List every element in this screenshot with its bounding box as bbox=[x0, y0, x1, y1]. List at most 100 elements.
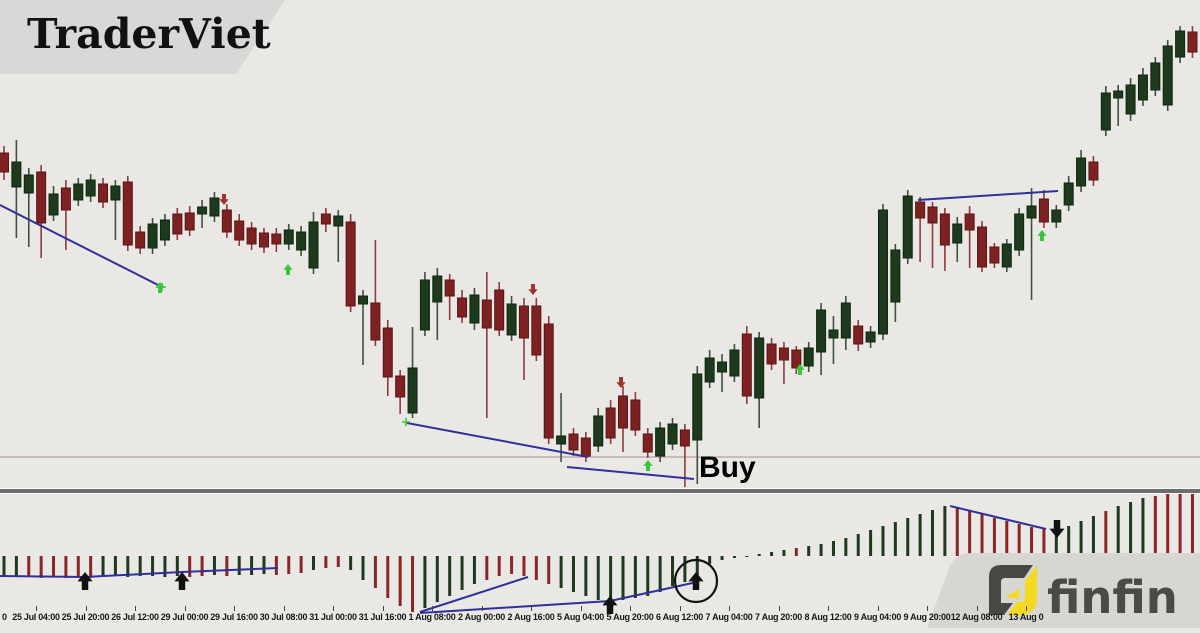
candle-body bbox=[877, 209, 888, 335]
black-up-arrow bbox=[174, 572, 190, 590]
oscillator-trendline bbox=[419, 576, 529, 613]
oscillator-bar bbox=[534, 556, 538, 580]
candle-body bbox=[36, 171, 47, 224]
oscillator-bar bbox=[237, 556, 241, 575]
candle-body bbox=[853, 325, 864, 345]
lime-cross-marker bbox=[158, 283, 166, 291]
oscillator-bar bbox=[571, 556, 575, 592]
oscillator-bar bbox=[906, 518, 910, 556]
candle-body bbox=[147, 223, 158, 249]
candle-body bbox=[766, 343, 777, 365]
oscillator-bar bbox=[312, 556, 315, 570]
candle-body bbox=[469, 294, 480, 324]
lime-up-arrow bbox=[1037, 230, 1047, 241]
candle-body bbox=[1026, 205, 1037, 219]
oscillator-bar bbox=[1166, 494, 1170, 556]
candle-body bbox=[283, 229, 294, 245]
oscillator-trendline bbox=[949, 505, 1047, 530]
candle-body bbox=[1088, 161, 1099, 181]
traderviet-ribbon bbox=[0, 0, 285, 74]
oscillator-bar bbox=[1079, 521, 1083, 556]
oscillator-bar bbox=[1091, 516, 1095, 556]
oscillator-bar bbox=[460, 556, 464, 590]
oscillator-bar bbox=[522, 556, 526, 576]
candle-body bbox=[197, 206, 208, 215]
candle-body bbox=[1175, 30, 1186, 58]
oscillator-bar bbox=[14, 556, 18, 576]
oscillator-bar bbox=[695, 556, 699, 578]
candle-body bbox=[915, 201, 926, 219]
oscillator-bar bbox=[113, 556, 117, 576]
chart-trendline bbox=[406, 422, 589, 458]
oscillator-bar bbox=[1054, 530, 1058, 556]
oscillator-bar bbox=[1141, 498, 1145, 556]
candle-body bbox=[320, 213, 331, 225]
candle-body bbox=[122, 181, 133, 246]
red-down-arrow bbox=[616, 377, 626, 388]
candle-body bbox=[531, 305, 542, 356]
candle-body bbox=[791, 349, 802, 369]
oscillator-bar bbox=[2, 556, 6, 576]
candle-body bbox=[593, 415, 604, 447]
oscillator-bar bbox=[745, 556, 749, 557]
candle-body bbox=[135, 231, 146, 249]
oscillator-bar bbox=[373, 556, 377, 588]
lime-up-arrow bbox=[795, 364, 805, 375]
candle-body bbox=[580, 437, 591, 457]
lime-up-arrow bbox=[643, 460, 653, 471]
finfin-watermark-panel: finfin bbox=[925, 553, 1200, 628]
chart-trendline bbox=[0, 204, 163, 288]
oscillator-bar bbox=[1017, 524, 1021, 556]
oscillator-bar bbox=[274, 556, 278, 575]
oscillator-bar bbox=[980, 514, 984, 556]
red-down-arrow bbox=[219, 194, 229, 205]
candle-body bbox=[741, 333, 752, 397]
oscillator-bar bbox=[126, 556, 130, 577]
oscillator-bar bbox=[1116, 506, 1120, 556]
buy-annotation-label: Buy bbox=[699, 451, 756, 484]
candle-body bbox=[952, 223, 963, 244]
candle-body bbox=[754, 337, 765, 399]
oscillator-bar bbox=[992, 518, 996, 556]
lime-cross-marker bbox=[402, 418, 410, 426]
entry-circle bbox=[673, 558, 719, 604]
candle-body bbox=[692, 373, 703, 441]
oscillator-bar bbox=[1067, 526, 1071, 556]
candle-body bbox=[840, 302, 851, 339]
candle-body bbox=[518, 305, 529, 339]
candle-body bbox=[902, 195, 913, 259]
candle-body bbox=[1137, 74, 1148, 101]
oscillator-bar bbox=[658, 556, 662, 592]
oscillator-trendline bbox=[0, 567, 279, 579]
candle-body bbox=[258, 232, 269, 248]
black-up-arrow bbox=[77, 572, 93, 590]
oscillator-bar bbox=[547, 556, 551, 584]
candle-body bbox=[927, 206, 938, 224]
candle-body bbox=[1162, 45, 1173, 106]
chart-trendline bbox=[566, 466, 695, 480]
oscillator-bar bbox=[1129, 502, 1133, 556]
candle-body bbox=[543, 323, 554, 439]
oscillator-bar bbox=[163, 556, 167, 577]
candle-body bbox=[432, 275, 443, 303]
oscillator-bar bbox=[1153, 496, 1157, 556]
candle-body bbox=[679, 429, 690, 447]
candle-body bbox=[890, 249, 901, 303]
oscillator-bar bbox=[423, 556, 427, 608]
candle-body bbox=[23, 174, 34, 194]
finfin-mark-dark-shape bbox=[989, 565, 1033, 615]
oscillator-bar bbox=[287, 556, 291, 574]
candle-body bbox=[345, 221, 356, 307]
oscillator-bar bbox=[683, 556, 687, 582]
candle-body bbox=[370, 302, 381, 341]
candle-body bbox=[667, 423, 678, 445]
candle-body bbox=[1076, 157, 1087, 187]
candle-body bbox=[1113, 90, 1124, 99]
candle-body bbox=[1100, 92, 1111, 131]
oscillator-bar bbox=[931, 510, 934, 556]
oscillator-bar bbox=[584, 556, 588, 596]
oscillator-bar bbox=[349, 556, 353, 570]
oscillator-bar bbox=[212, 556, 216, 575]
oscillator-bar bbox=[559, 556, 563, 588]
candle-body bbox=[481, 299, 492, 329]
